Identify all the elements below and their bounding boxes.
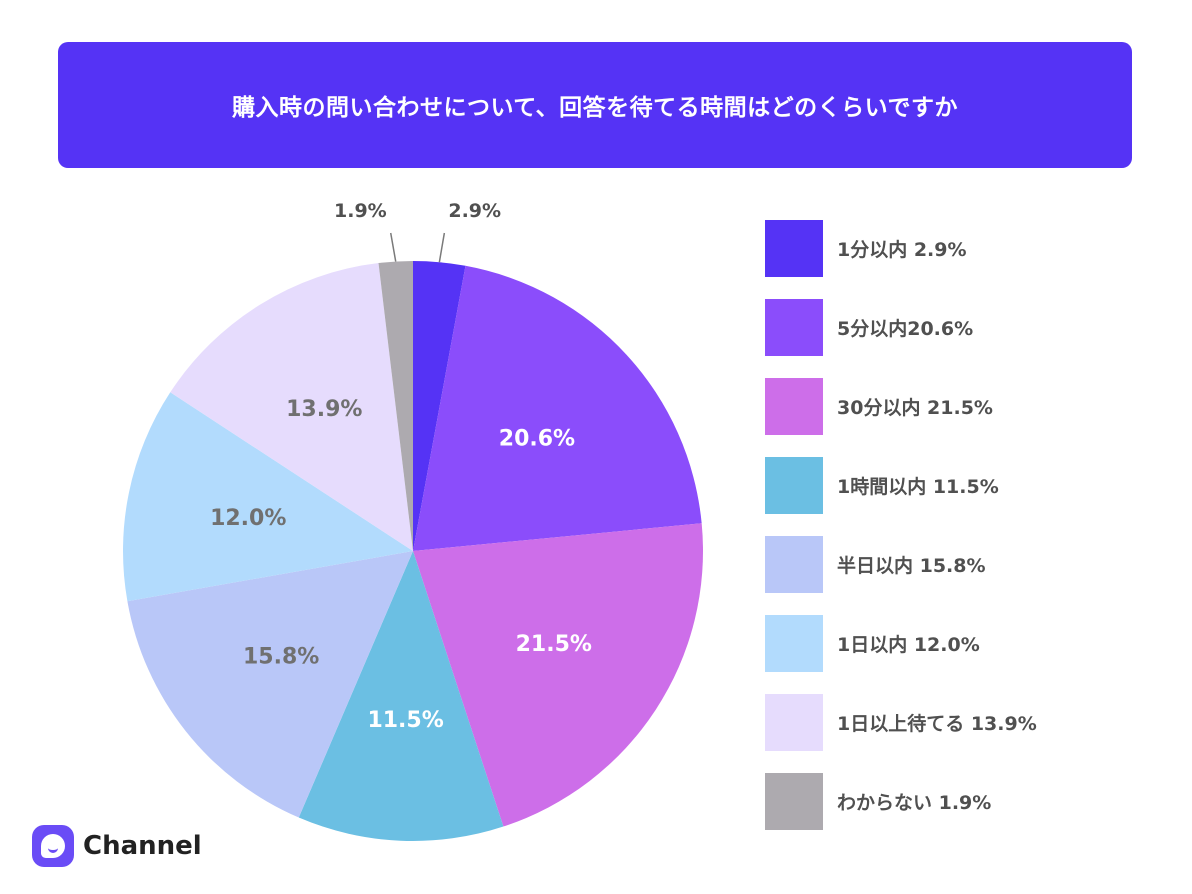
- brand-name: Channel: [83, 831, 202, 861]
- brand-logo: Channel: [32, 825, 202, 867]
- pie-slice-6: [170, 263, 413, 551]
- legend-label-1: 5分以内20.6%: [837, 318, 974, 340]
- legend-label-5: 1日以内 12.0%: [837, 634, 980, 656]
- title-banner: 購入時の問い合わせについて、回答を待てる時間はどのくらいですか: [58, 42, 1132, 168]
- legend-item-3: 1時間以内 11.5%: [765, 457, 1125, 514]
- legend-swatch-6: [765, 694, 823, 751]
- pie-slice-4: [127, 551, 413, 818]
- outside-label-7: 1.9%: [334, 200, 387, 222]
- legend-swatch-1: [765, 299, 823, 356]
- leader-line-7: [389, 232, 397, 262]
- slice-label-5: 12.0%: [210, 506, 286, 531]
- chart-title: 購入時の問い合わせについて、回答を待てる時間はどのくらいですか: [232, 95, 958, 121]
- legend-label-4: 半日以内 15.8%: [837, 555, 986, 577]
- legend-item-1: 5分以内20.6%: [765, 299, 1125, 356]
- pie-slice-2: [413, 523, 703, 827]
- legend-swatch-3: [765, 457, 823, 514]
- legend-swatch-4: [765, 536, 823, 593]
- legend-swatch-7: [765, 773, 823, 830]
- legend-swatch-0: [765, 220, 823, 277]
- slice-label-6: 13.9%: [286, 397, 362, 422]
- pie-slice-0: [413, 261, 466, 551]
- legend-item-2: 30分以内 21.5%: [765, 378, 1125, 435]
- pie-slice-3: [298, 551, 504, 842]
- legend-label-2: 30分以内 21.5%: [837, 397, 993, 419]
- chat-bubble-icon: [32, 825, 74, 867]
- slice-label-2: 21.5%: [516, 632, 592, 657]
- legend-item-7: わからない 1.9%: [765, 773, 1125, 830]
- legend-swatch-5: [765, 615, 823, 672]
- pie-slice-1: [413, 265, 702, 551]
- legend-item-0: 1分以内 2.9%: [765, 220, 1125, 277]
- pie-slice-5: [123, 392, 414, 602]
- slice-label-1: 20.6%: [499, 426, 575, 451]
- legend-label-6: 1日以上待てる 13.9%: [837, 713, 1037, 735]
- legend-item-5: 1日以内 12.0%: [765, 615, 1125, 672]
- legend-label-3: 1時間以内 11.5%: [837, 476, 999, 498]
- outside-label-0: 2.9%: [448, 200, 501, 222]
- pie-slice-7: [378, 261, 413, 551]
- legend-item-4: 半日以内 15.8%: [765, 536, 1125, 593]
- legend-item-6: 1日以上待てる 13.9%: [765, 694, 1125, 751]
- leader-line-0: [438, 232, 446, 263]
- slice-label-4: 15.8%: [243, 644, 319, 669]
- legend-label-0: 1分以内 2.9%: [837, 239, 967, 261]
- legend-swatch-2: [765, 378, 823, 435]
- legend-label-7: わからない 1.9%: [837, 792, 992, 814]
- slice-label-3: 11.5%: [367, 708, 443, 733]
